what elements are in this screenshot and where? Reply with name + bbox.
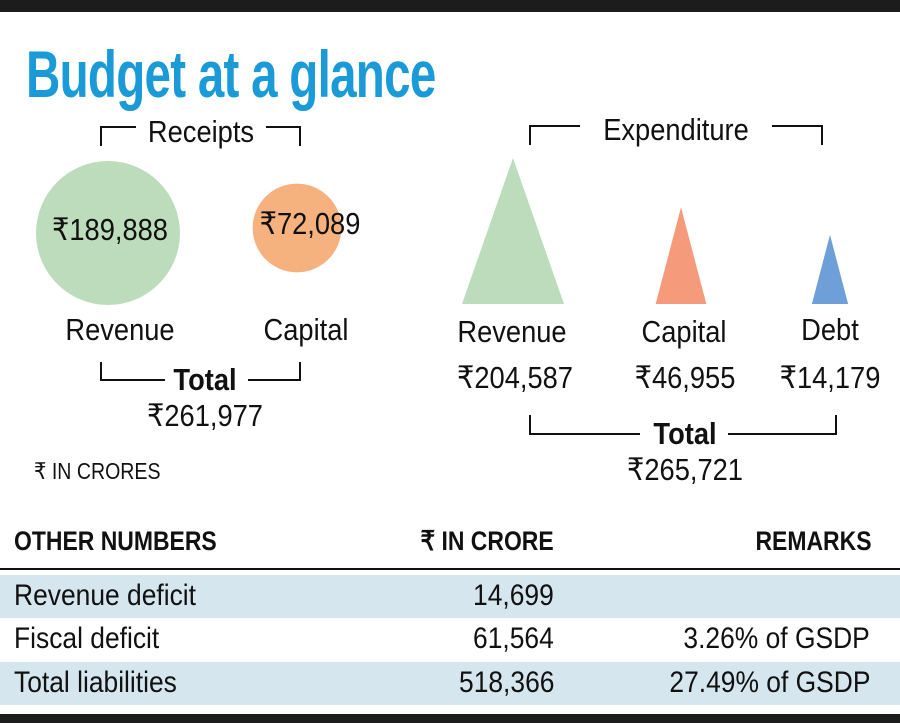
receipts-total-label: Total <box>173 362 237 397</box>
receipts-total-value: ₹261,977 <box>147 398 263 433</box>
row-label: Total liabilities <box>14 666 177 699</box>
infographic-shapes <box>36 125 849 435</box>
receipt-capital-circle <box>252 183 342 273</box>
table-row: Fiscal deficit 61,564 3.26% of GSDP <box>0 618 900 661</box>
expenditure-total-label: Total <box>653 416 717 451</box>
exp-debt-triangle <box>811 234 849 304</box>
exp-debt-label: Debt <box>801 312 859 347</box>
table-header-remarks: REMARKS <box>755 526 872 556</box>
row-label: Fiscal deficit <box>14 622 160 655</box>
row-value: 14,699 <box>473 579 554 612</box>
top-border <box>0 0 900 12</box>
exp-debt-value: ₹14,179 <box>779 360 881 395</box>
exp-capital-value: ₹46,955 <box>634 360 736 395</box>
row-remark: 27.49% of GSDP <box>668 666 870 699</box>
table-row: Total liabilities 518,366 27.49% of GSDP <box>0 662 900 705</box>
table-header-value: ₹ IN CRORE <box>420 526 554 556</box>
expenditure-total-bracket <box>529 415 837 435</box>
receipt-capital-label: Capital <box>263 312 349 347</box>
exp-revenue-label: Revenue <box>457 314 567 349</box>
table-header-label: OTHER NUMBERS <box>14 526 217 556</box>
table-row: Revenue deficit 14,699 <box>0 575 900 618</box>
exp-revenue-triangle <box>462 158 564 304</box>
receipt-revenue-circle <box>36 161 180 305</box>
exp-capital-label: Capital <box>641 314 727 349</box>
bottom-border <box>0 714 900 723</box>
row-remark: 3.26% of GSDP <box>683 622 870 655</box>
table-header-divider <box>0 568 900 570</box>
receipts-total-bracket <box>100 362 301 381</box>
row-value: 518,366 <box>458 666 554 699</box>
expenditure-heading: Expenditure <box>603 112 749 147</box>
page-title: Budget at a glance <box>26 37 436 111</box>
expenditure-total-value: ₹265,721 <box>627 452 743 487</box>
row-label: Revenue deficit <box>14 579 196 612</box>
exp-revenue-value: ₹204,587 <box>457 360 573 395</box>
receipts-heading: Receipts <box>147 114 255 149</box>
row-value: 61,564 <box>473 622 554 655</box>
expenditure-bracket <box>529 125 823 145</box>
exp-capital-triangle <box>655 207 707 304</box>
receipt-revenue-label: Revenue <box>65 312 175 347</box>
receipt-capital-value: ₹72,089 <box>259 206 361 241</box>
unit-note: ₹ IN CRORES <box>34 458 161 484</box>
receipt-revenue-value: ₹189,888 <box>52 212 168 247</box>
receipts-bracket <box>100 126 301 146</box>
